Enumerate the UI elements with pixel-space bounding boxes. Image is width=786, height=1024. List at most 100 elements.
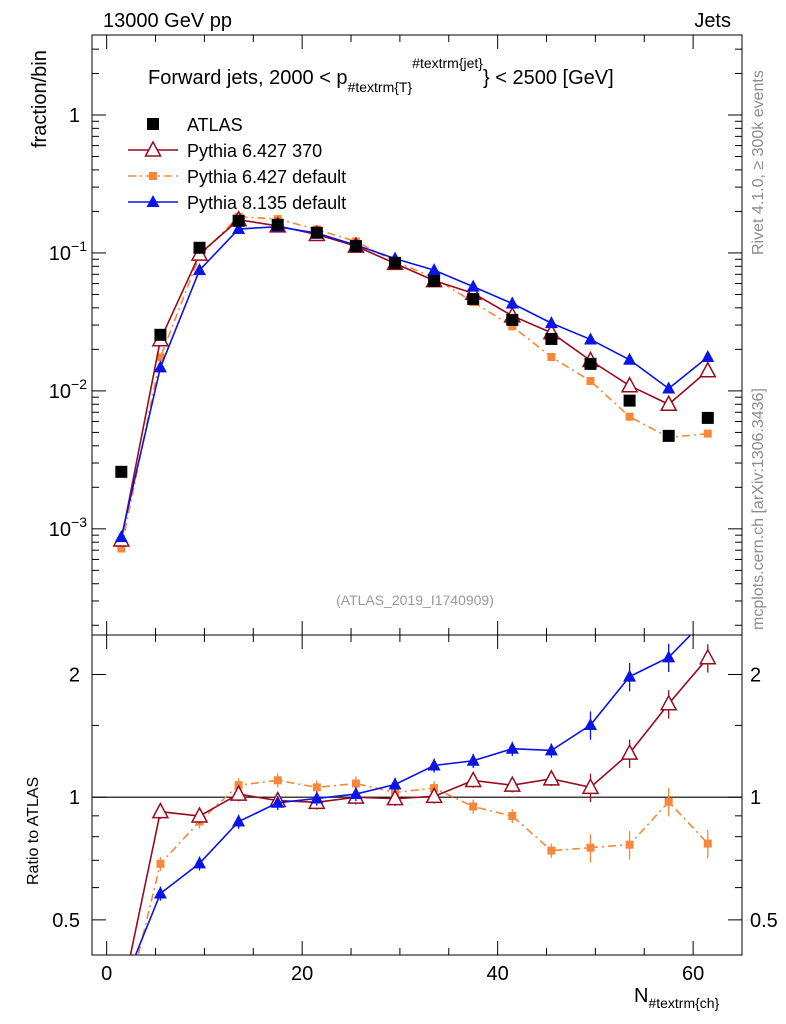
legend-entry: Pythia 6.427 370: [128, 140, 322, 161]
ratio-point: [117, 1020, 125, 1024]
legend-marker: [146, 195, 160, 207]
data-point: [662, 381, 676, 394]
ratio-point: [505, 741, 519, 754]
ratio-point: [312, 783, 321, 792]
title-sup: #textrm{jet}: [412, 55, 483, 71]
ratio-point: [153, 886, 167, 899]
ratio-point: [503, 775, 522, 792]
ratio-point: [620, 743, 639, 760]
mcplots-label: mcplots.cern.ch [arXiv:1306.3436]: [750, 388, 767, 630]
data-point: [427, 263, 441, 276]
y-tick-label: 1: [69, 105, 80, 127]
ratio-series-line: [134, 635, 692, 955]
analysis-id: (ATLAS_2019_I1740909): [336, 592, 494, 608]
ratio-tick-label-right: 1: [750, 787, 761, 809]
data-point: [115, 465, 128, 478]
data-point: [547, 353, 556, 362]
ratio-y-axis-label: Ratio to ATLAS: [25, 777, 42, 885]
data-point: [428, 274, 441, 287]
y-tick-label: 10−2: [49, 376, 87, 403]
series-line: [120, 218, 709, 541]
y-tick-base: 10: [49, 519, 71, 541]
title-prefix: Forward jets, 2000 < p: [148, 67, 348, 89]
ratio-point: [703, 839, 712, 848]
legend-marker: [144, 140, 162, 157]
data-point: [662, 429, 675, 442]
ratio-point: [386, 789, 404, 806]
data-point: [310, 226, 323, 239]
legend-entry: Pythia 8.135 default: [128, 193, 346, 213]
axis-ticks: [92, 35, 743, 955]
ratio-point: [586, 843, 595, 852]
rivet-label: Rivet 4.1.0, ≥ 300k events: [750, 70, 767, 255]
ratio-point: [388, 777, 402, 790]
series-line: [120, 215, 708, 549]
data-point: [623, 394, 636, 407]
ratio-tick-label-right: 0.5: [750, 910, 778, 932]
ratio-series-line: [129, 657, 709, 955]
ratio-point: [464, 770, 482, 788]
ratio-point: [701, 610, 714, 622]
ratio-tick-label-left: 2: [69, 664, 80, 686]
ratio-point: [469, 802, 478, 811]
ratio-point: [310, 791, 324, 804]
legend-label: Pythia 6.427 default: [187, 167, 346, 187]
ratio-point: [662, 650, 676, 663]
legend-entry: ATLAS: [147, 115, 243, 135]
ratio-point: [547, 846, 556, 855]
ratio-point: [273, 776, 282, 785]
x-tick-label: 60: [682, 963, 704, 985]
ratio-point: [427, 758, 441, 771]
ratio-point: [542, 769, 561, 786]
y-tick-base: 10: [49, 381, 71, 403]
ratio-point: [425, 786, 443, 804]
data-point: [117, 544, 126, 553]
legend-marker: [149, 172, 157, 180]
data-point: [625, 412, 634, 421]
data-point: [623, 352, 637, 365]
legend-label: Pythia 6.427 370: [187, 141, 322, 161]
ratio-point: [151, 802, 170, 819]
ratio-point: [581, 777, 600, 795]
ratio-point: [271, 795, 285, 808]
ratio-point: [508, 812, 517, 821]
data-point: [620, 376, 639, 393]
data-point: [389, 256, 402, 269]
legend-marker: [147, 118, 159, 130]
ratio-tick-label-left: 0.5: [52, 910, 80, 932]
data-point: [584, 357, 597, 370]
main-plot-marks: [112, 210, 717, 553]
data-point: [583, 332, 597, 345]
data-point: [701, 350, 715, 363]
x-label-main: N: [634, 985, 648, 1007]
data-point: [505, 296, 519, 309]
ratio-point: [659, 694, 678, 711]
data-point: [703, 429, 712, 438]
data-point: [544, 316, 558, 329]
ratio-plot-marks: [114, 610, 717, 1024]
ratio-point: [156, 859, 165, 868]
data-point: [699, 361, 717, 378]
ratio-point: [229, 784, 248, 801]
data-point: [349, 240, 362, 253]
data-point: [467, 292, 480, 305]
y-tick-label: 10−3: [49, 514, 87, 541]
plot-title: Forward jets, 2000 < p#textrm{T} #textrm{…: [148, 55, 614, 95]
data-point: [506, 313, 519, 326]
title-sub: #textrm{T}: [348, 79, 413, 95]
data-point: [701, 411, 714, 424]
ratio-point: [583, 718, 597, 731]
ratio-panel-frame: [91, 634, 743, 956]
data-point: [545, 332, 558, 345]
x-tick-label: 20: [291, 963, 313, 985]
ratio-point: [190, 806, 209, 823]
x-tick-label: 40: [487, 963, 509, 985]
ratio-point: [193, 856, 207, 869]
ratio-point: [699, 648, 717, 665]
data-point: [659, 394, 678, 412]
ratio-tick-label-right: 2: [750, 664, 761, 686]
ratio-point: [114, 991, 129, 1005]
data-point: [193, 241, 206, 254]
